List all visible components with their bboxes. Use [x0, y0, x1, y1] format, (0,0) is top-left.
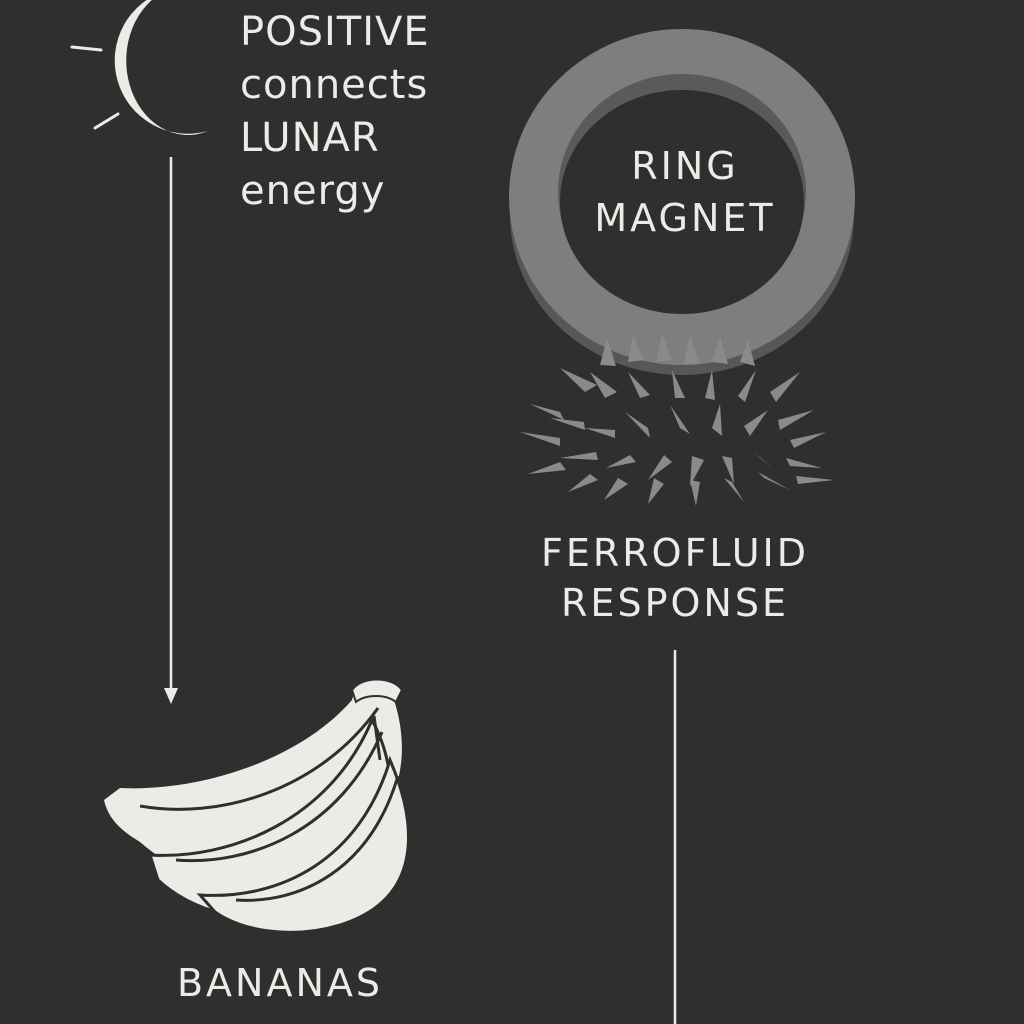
- crescent-moon-icon: [114, 0, 208, 135]
- ring-magnet-label-line-1: RING: [631, 144, 739, 188]
- moon-caption: POSITIVE connects LUNAR energy: [240, 6, 430, 218]
- bananas-label: BANANAS: [176, 961, 384, 1005]
- ring-magnet-label-line-2: MAGNET: [594, 196, 776, 240]
- ferrofluid-spikes-icon: [520, 333, 834, 506]
- moon-rays-icon: [70, 45, 120, 130]
- ring-magnet-label: RING MAGNET: [580, 140, 790, 244]
- banana-bunch-icon: [104, 678, 410, 934]
- moon-caption-line-1: POSITIVE: [240, 9, 430, 55]
- ring-magnet-icon: [509, 29, 855, 375]
- moon-caption-line-3: LUNAR: [240, 115, 380, 161]
- arrow-moon-to-bananas: [164, 157, 178, 704]
- ferrofluid-label: FERROFLUID RESPONSE: [500, 528, 850, 628]
- ferrofluid-label-line-1: FERROFLUID: [540, 531, 809, 575]
- moon-caption-line-2: connects: [240, 62, 429, 108]
- moon-caption-line-4: energy: [240, 168, 386, 214]
- ferrofluid-label-line-2: RESPONSE: [561, 581, 789, 625]
